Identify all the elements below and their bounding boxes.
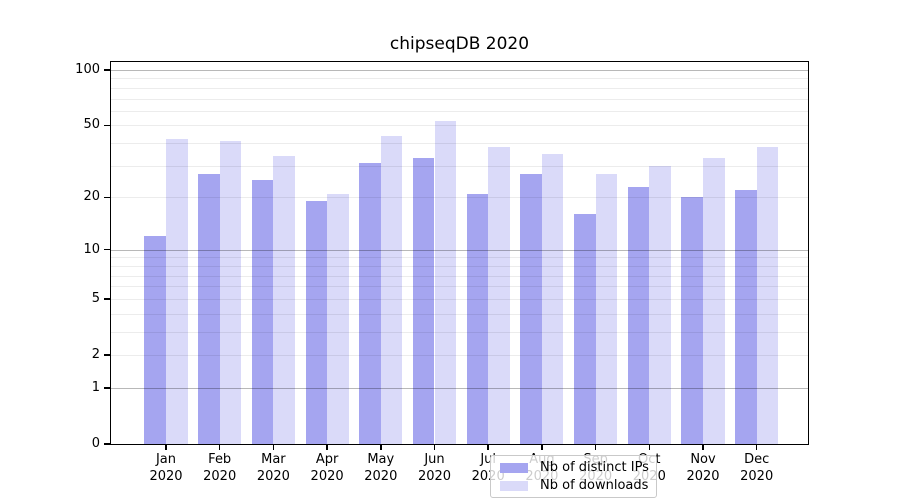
bar-oct-distinct-ips bbox=[627, 186, 650, 444]
bar-jun-distinct-ips bbox=[412, 158, 435, 444]
bar-aug-downloads bbox=[541, 153, 564, 444]
legend-swatch-downloads bbox=[500, 480, 528, 491]
bar-jan-distinct-ips bbox=[144, 236, 166, 444]
y-tick-label: 100 bbox=[75, 61, 100, 77]
bar-jan-downloads bbox=[166, 139, 188, 444]
x-tick-label: Mar 2020 bbox=[256, 452, 290, 484]
y-tick-label: 10 bbox=[83, 241, 100, 257]
y-tick-mark bbox=[103, 443, 110, 445]
x-tick-mark bbox=[755, 445, 758, 450]
bar-dec-distinct-ips bbox=[735, 189, 757, 444]
y-tick-mark bbox=[103, 387, 110, 389]
x-tick-label: Apr 2020 bbox=[310, 452, 344, 484]
y-tick-mark bbox=[103, 124, 110, 127]
bar-nov-downloads bbox=[703, 158, 725, 444]
chart-title: chipseqDB 2020 bbox=[389, 34, 530, 54]
x-tick-mark bbox=[380, 445, 382, 450]
bar-dec-downloads bbox=[756, 147, 779, 444]
x-tick-label: Dec 2020 bbox=[740, 452, 774, 484]
legend-label-distinct-ips: Nb of distinct IPs bbox=[540, 460, 649, 475]
bar-apr-distinct-ips bbox=[305, 201, 328, 444]
y-tick-mark bbox=[103, 196, 110, 199]
bar-aug-distinct-ips bbox=[520, 174, 542, 444]
x-tick-mark bbox=[594, 445, 597, 450]
x-tick-mark bbox=[648, 445, 651, 450]
bar-jul-downloads bbox=[488, 147, 510, 444]
x-tick-label: Nov 2020 bbox=[686, 452, 720, 484]
legend-label-downloads: Nb of downloads bbox=[540, 478, 649, 493]
x-tick-mark bbox=[326, 445, 328, 450]
bar-jun-downloads bbox=[434, 120, 457, 444]
y-tick-label: 5 bbox=[91, 290, 100, 306]
bars-layer bbox=[111, 62, 808, 444]
y-tick-label: 2 bbox=[91, 346, 100, 362]
legend-item-downloads: Nb of downloads bbox=[500, 477, 649, 494]
bar-jul-distinct-ips bbox=[466, 193, 489, 444]
y-tick-mark bbox=[103, 248, 110, 251]
y-tick-label: 20 bbox=[83, 189, 100, 205]
bar-mar-downloads bbox=[273, 155, 295, 444]
bar-sep-distinct-ips bbox=[574, 214, 596, 444]
plot-area: Nb of distinct IPs Nb of downloads bbox=[110, 61, 809, 498]
legend-swatch-distinct-ips bbox=[500, 462, 528, 473]
bar-may-downloads bbox=[380, 135, 403, 444]
y-tick-mark bbox=[103, 298, 110, 300]
y-tick-label: 1 bbox=[91, 379, 100, 395]
bar-feb-distinct-ips bbox=[198, 174, 220, 444]
bar-sep-downloads bbox=[595, 174, 618, 444]
y-tick-mark bbox=[103, 69, 110, 71]
y-tick-mark bbox=[103, 354, 110, 356]
x-tick-mark bbox=[272, 445, 275, 450]
x-tick-mark bbox=[165, 445, 167, 450]
x-tick-mark bbox=[433, 445, 436, 450]
bar-mar-distinct-ips bbox=[251, 180, 274, 444]
bar-oct-downloads bbox=[649, 165, 671, 444]
bar-nov-distinct-ips bbox=[681, 197, 703, 444]
x-tick-label: May 2020 bbox=[364, 452, 398, 484]
y-tick-label: 0 bbox=[91, 436, 100, 451]
x-tick-mark bbox=[218, 445, 221, 450]
bar-may-distinct-ips bbox=[359, 163, 381, 444]
x-tick-mark bbox=[702, 445, 704, 450]
bar-feb-downloads bbox=[219, 141, 242, 444]
x-tick-label: Jan 2020 bbox=[149, 452, 183, 484]
x-tick-mark bbox=[487, 445, 489, 450]
y-tick-label: 50 bbox=[83, 117, 100, 133]
x-tick-label: Feb 2020 bbox=[203, 452, 237, 484]
legend: Nb of distinct IPs Nb of downloads bbox=[490, 455, 657, 498]
x-tick-mark bbox=[541, 445, 543, 450]
legend-item-distinct-ips: Nb of distinct IPs bbox=[500, 459, 649, 476]
x-tick-label: Jun 2020 bbox=[417, 452, 452, 484]
bar-apr-downloads bbox=[327, 193, 349, 444]
